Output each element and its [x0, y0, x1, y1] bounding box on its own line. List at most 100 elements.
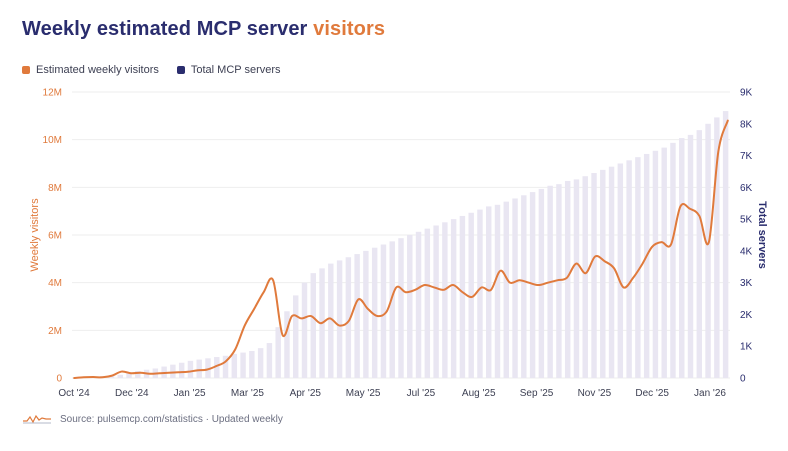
server-bar [450, 219, 457, 378]
server-bar [126, 373, 132, 378]
axes: 0 2M 4M 6M 8M 10M 12M 0 1K 2K 3K 4K 5K 6K 7K 8K 9K Weekly… [29, 88, 768, 400]
y-right-tick-label: 4K [740, 246, 753, 257]
server-bar [538, 188, 545, 378]
server-bar [643, 153, 650, 378]
server-bar [714, 117, 720, 378]
x-tick-label: May '25 [346, 388, 381, 399]
server-bar [310, 273, 316, 378]
x-tick-label: Aug '25 [462, 388, 496, 399]
server-bar [626, 160, 632, 378]
chart-title: Weekly estimated MCP server visitors [22, 18, 385, 41]
y-left-tick-label: 0 [56, 374, 62, 385]
server-bar [529, 192, 536, 378]
server-bar [371, 247, 378, 378]
servers-bars [99, 111, 729, 379]
server-bar [652, 150, 659, 378]
server-bar [494, 204, 501, 378]
server-bar [635, 157, 641, 378]
x-tick-label: Jul '25 [407, 388, 436, 399]
y-right-tick-label: 9K [740, 88, 753, 99]
server-bar [205, 358, 211, 378]
x-tick-label: Sep '25 [520, 388, 554, 399]
legend-swatch-servers [176, 66, 185, 74]
server-bar [486, 206, 492, 378]
server-bar [117, 374, 123, 378]
server-bar [363, 250, 369, 378]
visitors-line [73, 119, 729, 379]
x-tick-label: Dec '24 [115, 388, 149, 399]
server-bar [240, 352, 246, 378]
y-left-tick-label: 2M [48, 326, 62, 337]
server-bar [257, 348, 264, 378]
y-right-tick-label: 5K [740, 215, 753, 226]
y-right-tick-label: 1K [740, 342, 753, 353]
server-bar [442, 222, 448, 378]
x-tick-label: Apr '25 [290, 388, 322, 399]
server-bar [170, 364, 176, 378]
server-bar [266, 343, 273, 378]
server-bar [433, 225, 439, 378]
server-bar [564, 180, 571, 378]
server-bar [389, 241, 395, 378]
server-bar [556, 184, 562, 378]
server-bar [301, 282, 308, 378]
server-bar [521, 195, 527, 378]
y-right-tick-label: 0 [740, 374, 746, 385]
server-bar [582, 176, 588, 378]
server-bar [415, 231, 422, 378]
server-bar [407, 235, 413, 378]
server-bar [275, 327, 281, 378]
y-left-tick-label: 12M [43, 88, 62, 99]
y-left-axis-label: Weekly visitors [29, 198, 41, 272]
server-bar [696, 130, 703, 378]
server-bar [573, 179, 580, 378]
y-right-axis-label: Total servers [756, 201, 768, 269]
legend-label-servers: Total MCP servers [190, 64, 281, 76]
server-bar [354, 254, 360, 378]
y-right-tick-label: 6K [740, 183, 753, 194]
server-bar [424, 228, 431, 378]
y-right-tick-label: 3K [740, 278, 753, 289]
x-tick-label: Mar '25 [231, 388, 264, 399]
server-bar [608, 166, 615, 378]
x-tick-label: Jan '25 [174, 388, 206, 399]
legend-swatch-visitors [22, 66, 30, 74]
visitors-line-layer [73, 119, 729, 379]
server-bar [222, 355, 229, 378]
x-tick-label: Dec '25 [635, 388, 669, 399]
server-bar [670, 142, 676, 378]
server-bar [187, 360, 194, 378]
x-tick-label: Nov '25 [578, 388, 612, 399]
y-left-tick-label: 6M [48, 231, 62, 242]
server-bar [459, 215, 466, 378]
x-tick-label: Oct '24 [58, 388, 90, 399]
sparkline-icon [23, 414, 51, 424]
server-bar [178, 362, 185, 378]
server-bar [231, 353, 238, 378]
server-bar [468, 212, 474, 378]
server-bar [687, 134, 694, 378]
server-bar [249, 350, 255, 378]
server-bar [328, 263, 334, 378]
server-bar [679, 138, 685, 378]
server-bar [477, 209, 483, 378]
legend-item-visitors[interactable]: Estimated weekly visitors [22, 64, 159, 76]
server-bar [196, 359, 202, 378]
server-bar [398, 238, 404, 378]
server-bar [336, 260, 343, 378]
source-note: Source: pulsemcp.com/statistics · Update… [22, 413, 283, 425]
chart-title-accent: visitors [313, 18, 386, 40]
y-right-tick-label: 8K [740, 119, 753, 130]
chart-legend: Estimated weekly visitors Total MCP serv… [22, 64, 281, 76]
server-bar [661, 147, 667, 378]
y-left-tick-label: 8M [48, 183, 62, 194]
server-bar [214, 357, 220, 378]
x-tick-label: Jan '26 [694, 388, 726, 399]
server-bar [512, 198, 518, 378]
y-right-tick-label: 7K [740, 151, 753, 162]
chart-title-main: Weekly estimated MCP server [22, 18, 308, 40]
server-bar [380, 244, 387, 378]
server-bar [345, 257, 352, 378]
legend-item-servers[interactable]: Total MCP servers [176, 64, 281, 76]
server-bar [722, 111, 729, 379]
